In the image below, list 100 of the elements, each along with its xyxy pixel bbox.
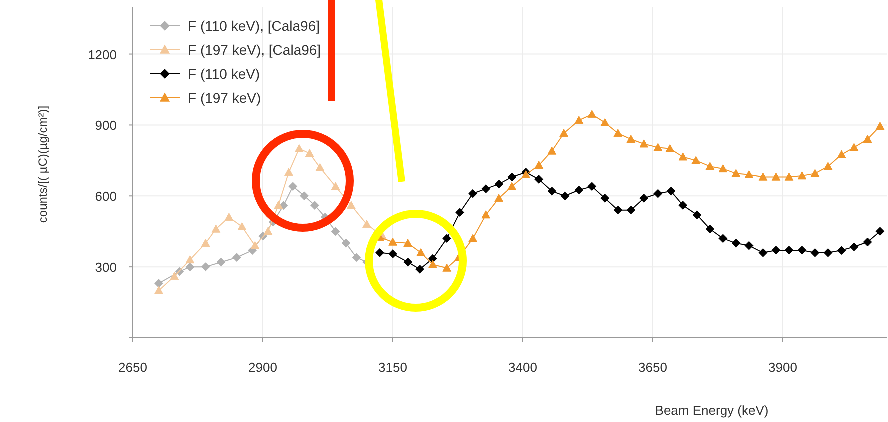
point [274,201,284,210]
point [264,227,273,236]
point [600,118,610,126]
point [614,129,623,138]
point [666,144,675,152]
point [850,143,859,152]
point [718,164,728,173]
point [216,258,226,267]
point [416,248,426,256]
point [784,246,794,255]
point [362,220,372,228]
x-tick-label: 2900 [248,360,278,375]
point [494,180,504,189]
point [342,238,351,248]
point [810,248,820,258]
point [548,186,557,196]
x-tick-label: 3150 [378,360,408,375]
point [428,260,438,268]
x-tick-label: 3650 [638,360,668,375]
point [212,224,221,233]
point [508,172,517,182]
point [574,116,584,124]
point [692,156,701,164]
point [376,248,384,258]
point [678,201,688,210]
point [626,134,636,144]
point [456,208,465,218]
point [732,238,741,248]
point [732,169,741,178]
point [744,170,754,178]
point [798,172,807,180]
x-tick-label: 3900 [768,360,798,375]
point [666,186,676,196]
point [534,175,544,184]
legend-label: F (110 keV) [188,66,260,82]
point [201,238,210,248]
point [346,201,356,210]
point [238,222,247,230]
point [640,194,649,203]
x-axis-title: Beam Energy (keV) [655,403,769,418]
point [876,227,885,236]
x-tick-label: 3400 [508,360,538,375]
point [442,264,452,272]
point [798,246,807,255]
point [863,238,872,247]
point [588,182,597,192]
point [250,241,260,250]
point [186,262,195,272]
point [876,122,885,130]
point [284,168,294,176]
point [574,186,584,195]
point [758,172,768,181]
point [706,224,715,234]
point [186,256,195,264]
legend-label: F (197 keV), [Cala96] [188,42,322,58]
point [494,194,504,202]
point [404,238,413,248]
point [288,182,298,192]
point [416,264,424,274]
point [654,189,663,198]
legend-label: F (110 keV), [Cala96] [188,18,320,34]
point [482,184,491,194]
point [294,144,304,152]
point [824,162,833,170]
point [692,210,702,220]
point [678,152,688,161]
point [654,143,663,152]
y-axis-title: counts/[( µC)(µg/cm²)] [36,106,50,224]
point [560,192,570,201]
point [232,253,242,262]
point [388,238,398,246]
point [316,163,325,172]
point [772,172,781,181]
legend-label: F (197 keV) [188,90,262,106]
point [508,182,517,190]
point [810,169,820,178]
point [548,146,557,155]
point [224,212,234,222]
point [824,248,833,258]
point [154,279,164,288]
point [772,246,781,255]
x-tick-label: 2650 [118,360,148,375]
point [784,172,794,181]
y-tick-label: 1200 [88,47,117,62]
point [614,206,623,215]
point [388,250,398,259]
point [442,234,452,244]
point [154,286,164,294]
point [850,242,859,252]
point [863,134,872,144]
y-tick-label: 900 [95,118,117,134]
point [404,258,413,267]
point [534,160,544,170]
y-tick-label: 600 [95,189,117,204]
point [640,140,649,148]
point [588,110,597,118]
point [331,227,340,236]
y-tick-label: 300 [95,260,117,276]
point [352,253,362,262]
point [744,241,754,250]
